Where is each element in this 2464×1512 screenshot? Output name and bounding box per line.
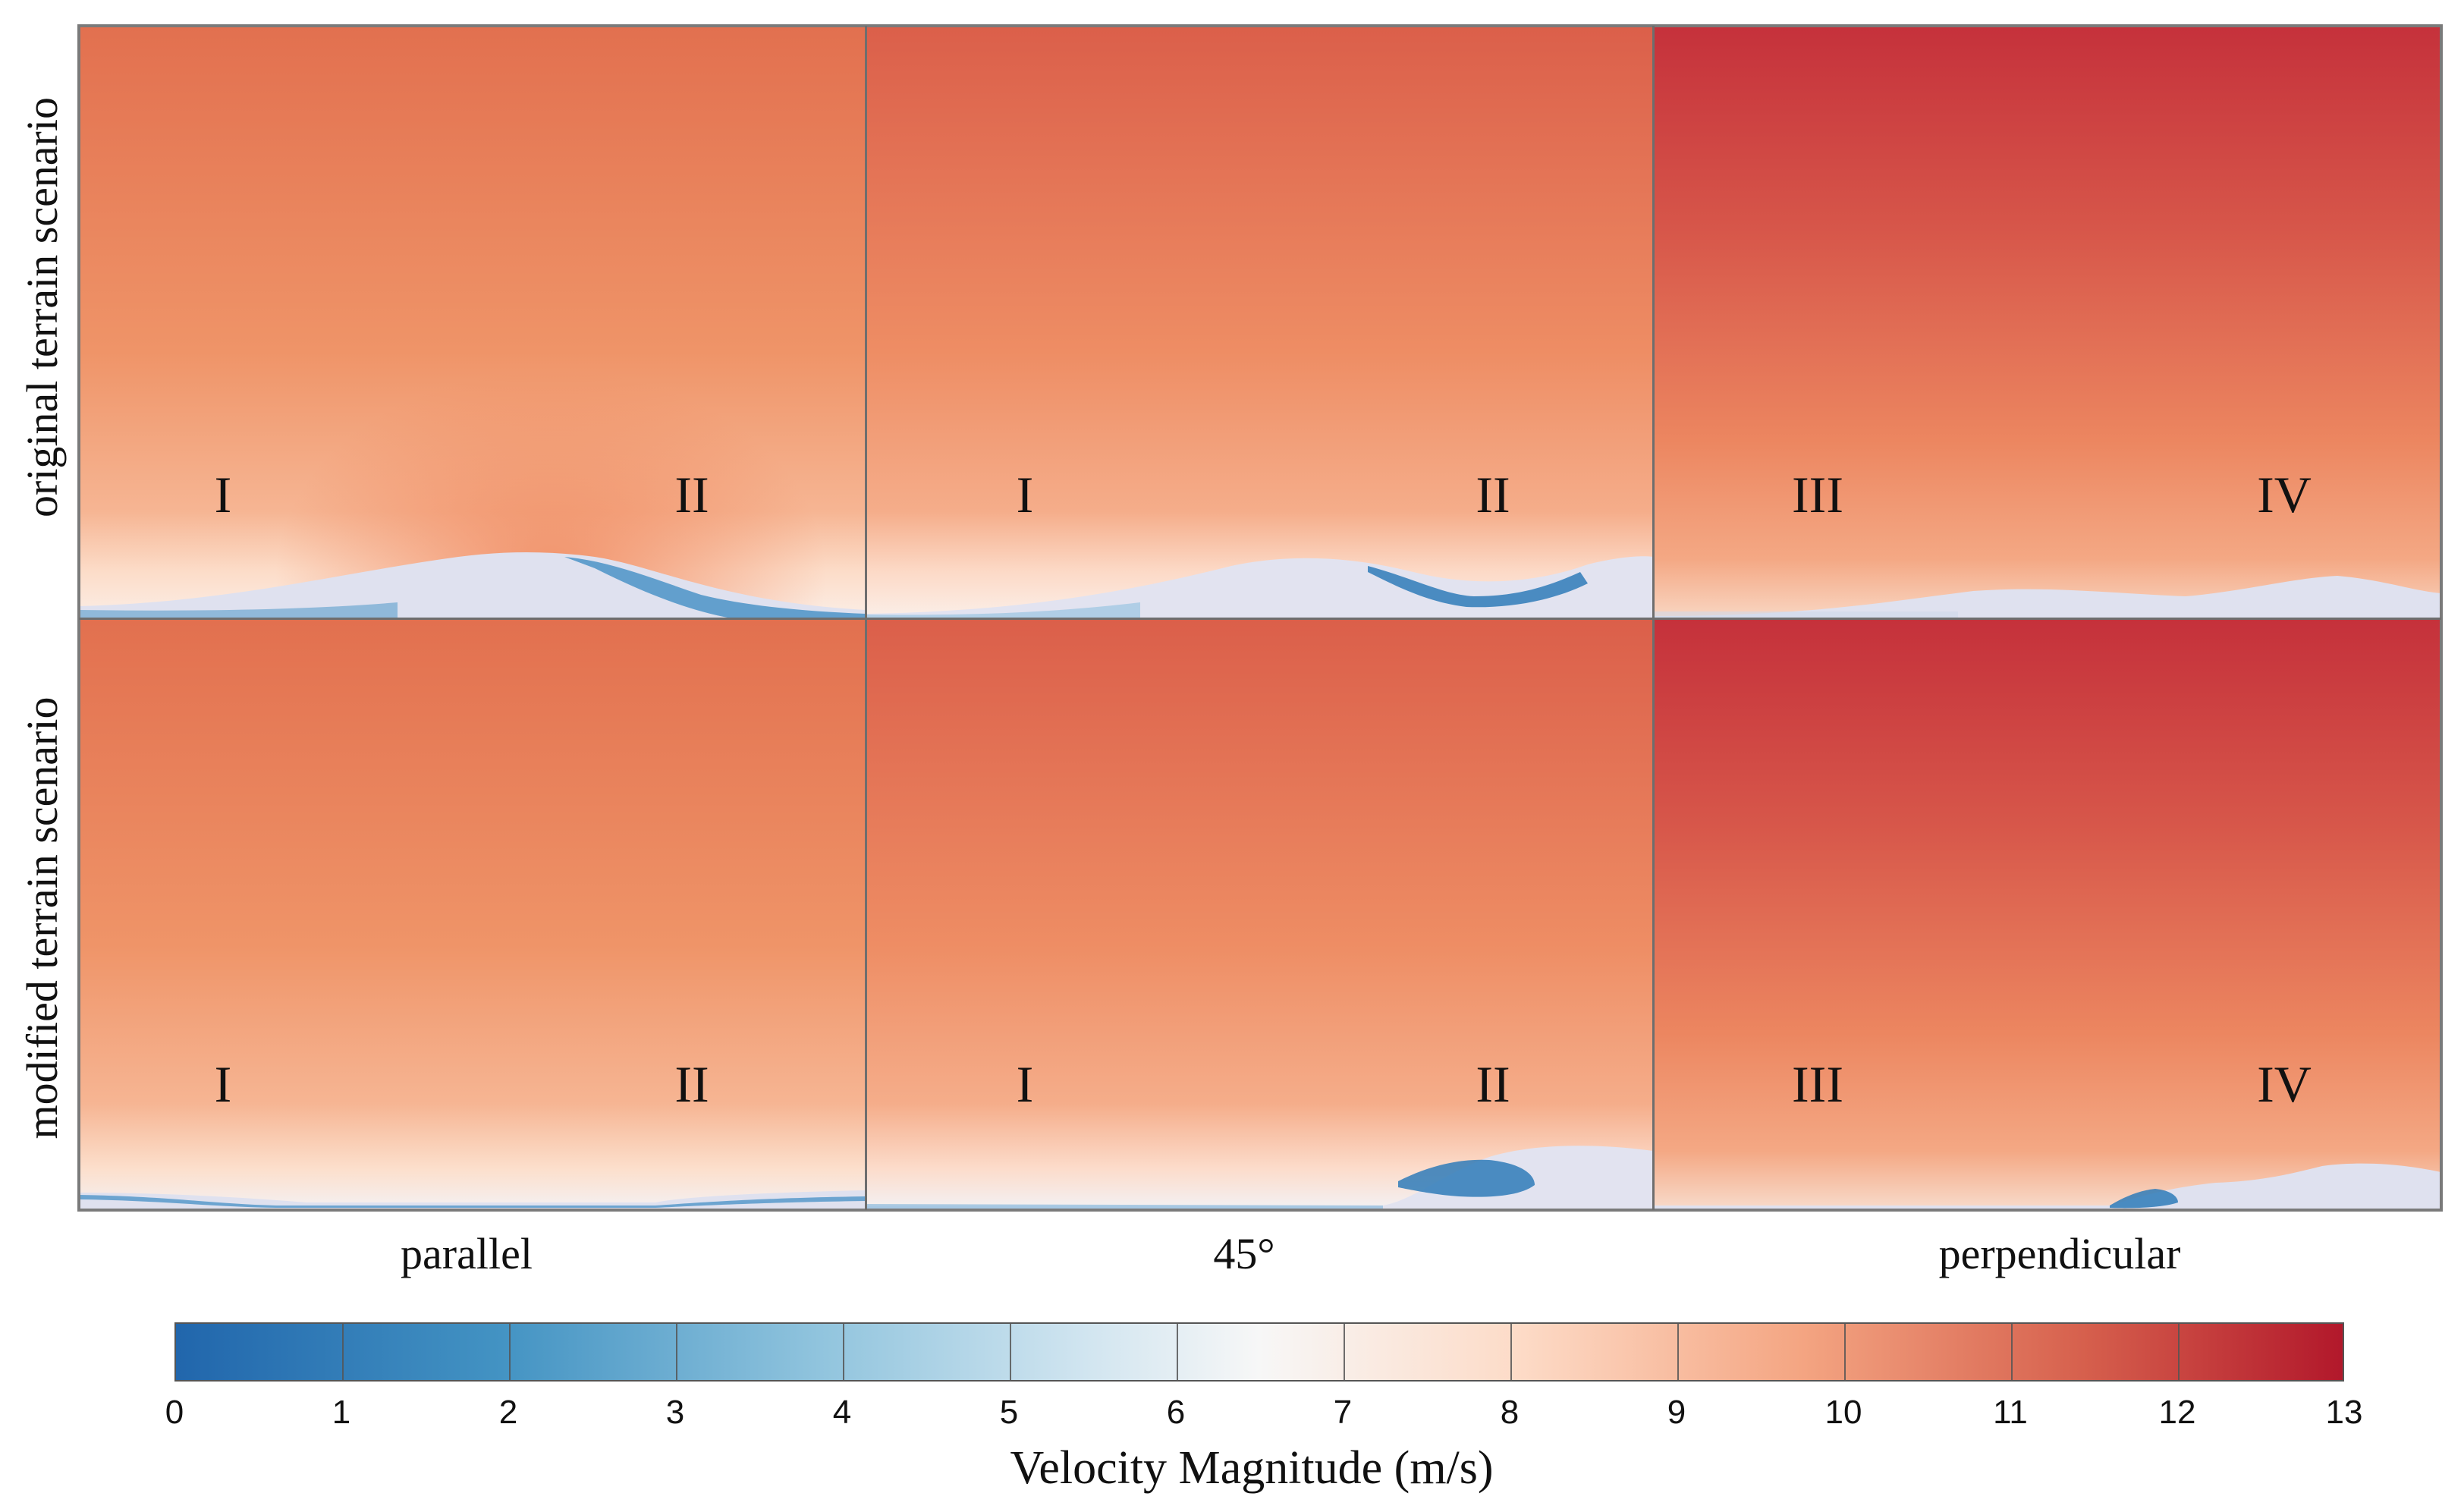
panel-modified-45: I II — [867, 620, 1653, 1210]
panel-original-45-field — [867, 26, 1653, 618]
colorbar-tick-line — [1177, 1324, 1178, 1380]
column-label-parallel: parallel — [401, 1229, 533, 1278]
panel-original-parallel: I II — [79, 26, 866, 618]
colorbar-tick-label: 3 — [665, 1394, 685, 1431]
row-divider — [79, 618, 2441, 620]
panel-original-perpendicular-field — [1655, 26, 2441, 618]
column-label-45: 45° — [1213, 1229, 1275, 1278]
colorbar-tick-line — [1010, 1324, 1011, 1380]
panel-modified-perpendicular-field — [1655, 620, 2441, 1210]
marker-label: III — [1792, 1055, 1843, 1113]
colorbar-tick-line — [342, 1324, 344, 1380]
colorbar-tick-label: 9 — [1667, 1394, 1686, 1431]
row-label-modified: modified terrain scenario — [17, 696, 67, 1140]
marker-label: II — [674, 466, 709, 523]
row-label-original: original terrain scenario — [17, 97, 67, 517]
panel-modified-parallel-field — [79, 620, 866, 1210]
colorbar-tick-line — [1844, 1324, 1846, 1380]
colorbar-tick-label: 1 — [332, 1394, 351, 1431]
marker-label: II — [674, 1055, 709, 1113]
panel-original-parallel-field — [79, 26, 866, 618]
marker-label: IV — [2257, 1055, 2312, 1113]
marker-label: II — [1476, 466, 1510, 523]
panel-original-45: I II — [867, 26, 1653, 618]
marker-label: I — [1016, 466, 1034, 523]
panel-modified-perpendicular: III IV — [1655, 620, 2441, 1210]
colorbar-tick-label: 13 — [2325, 1394, 2363, 1431]
column-label-perpendicular: perpendicular — [1938, 1229, 2181, 1278]
colorbar-tick-line — [676, 1324, 677, 1380]
colorbar-tick-line — [2178, 1324, 2180, 1380]
panel-modified-parallel: I II — [79, 620, 866, 1210]
colorbar-tick-label: 0 — [165, 1394, 184, 1431]
colorbar-tick-label: 4 — [832, 1394, 852, 1431]
marker-label: I — [1016, 1055, 1034, 1113]
colorbar-tick-label: 5 — [999, 1394, 1019, 1431]
marker-label: I — [214, 466, 232, 523]
colorbar-tick-line — [843, 1324, 844, 1380]
panel-modified-45-field — [867, 620, 1653, 1210]
colorbar-tick-line — [509, 1324, 511, 1380]
colorbar-tick-label: 11 — [1993, 1394, 2028, 1431]
colorbar-tick-line — [1344, 1324, 1345, 1380]
colorbar — [174, 1322, 2344, 1382]
colorbar-tick-label: 6 — [1166, 1394, 1186, 1431]
marker-label: I — [214, 1055, 232, 1113]
colorbar-tick-line — [1510, 1324, 1512, 1380]
colorbar-tick-label: 2 — [498, 1394, 518, 1431]
panel-original-perpendicular: III IV — [1655, 26, 2441, 618]
colorbar-tick-label: 7 — [1333, 1394, 1353, 1431]
colorbar-tick-label: 10 — [1824, 1394, 1862, 1431]
marker-label: II — [1476, 1055, 1510, 1113]
colorbar-title: Velocity Magnitude (m/s) — [1010, 1442, 1494, 1494]
marker-label: III — [1792, 466, 1843, 523]
colorbar-tick-label: 8 — [1500, 1394, 1520, 1431]
marker-label: IV — [2257, 466, 2312, 523]
colorbar-tick-line — [2011, 1324, 2013, 1380]
colorbar-tick-line — [1677, 1324, 1679, 1380]
colorbar-tick-label: 12 — [2158, 1394, 2196, 1431]
